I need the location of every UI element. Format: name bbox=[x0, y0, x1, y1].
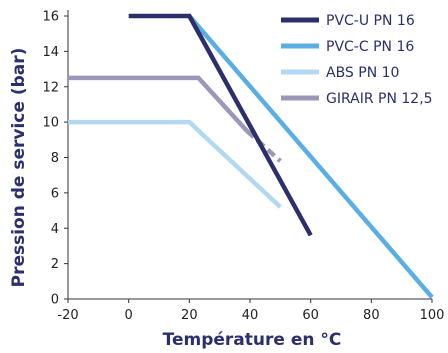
legend: PVC-U PN 16 PVC-C PN 16 ABS PN 10 GIRAIR PN… bbox=[281, 13, 433, 107]
x-ticks: -20 0 20 40 60 80 100 bbox=[57, 299, 444, 323]
legend-label-girair-pn-12-5: GIRAIR PN 12,5 bbox=[326, 91, 433, 107]
series-line-pvc-u-pn-16 bbox=[128, 13, 313, 237]
y-ticks: 0 2 4 6 8 10 12 14 16 bbox=[42, 10, 68, 308]
y-tick-label: 14 bbox=[42, 45, 59, 60]
series-line-pvc-c-pn-16 bbox=[187, 14, 434, 299]
series-line-abs-pn-10 bbox=[68, 119, 282, 209]
y-tick-label: 16 bbox=[42, 10, 59, 25]
y-tick-label: 8 bbox=[51, 151, 59, 166]
y-axis-title: Pression de service (bar) bbox=[9, 48, 29, 288]
y-tick-label: 10 bbox=[42, 116, 59, 131]
x-tick-label: 60 bbox=[302, 308, 319, 323]
x-tick-label: 80 bbox=[363, 308, 380, 323]
series-layer bbox=[68, 13, 434, 299]
y-tick-label: 2 bbox=[51, 257, 59, 272]
y-tick-label: 0 bbox=[51, 293, 59, 308]
series-line-girair-pn-12-5 bbox=[68, 75, 249, 133]
y-tick-label: 6 bbox=[51, 186, 59, 201]
x-tick-label: 0 bbox=[125, 308, 133, 323]
x-tick-label: 20 bbox=[181, 308, 198, 323]
x-tick-label: 100 bbox=[420, 308, 445, 323]
x-axis-title: Température en °C bbox=[163, 330, 342, 350]
y-tick-label: 4 bbox=[51, 222, 59, 237]
x-tick-label: 40 bbox=[242, 308, 259, 323]
legend-label-pvc-c-pn-16: PVC-C PN 16 bbox=[326, 39, 414, 55]
legend-label-abs-pn-10: ABS PN 10 bbox=[326, 65, 399, 81]
legend-label-pvc-u-pn-16: PVC-U PN 16 bbox=[326, 13, 415, 29]
x-tick-label: -20 bbox=[57, 308, 78, 323]
y-tick-label: 12 bbox=[42, 80, 59, 95]
